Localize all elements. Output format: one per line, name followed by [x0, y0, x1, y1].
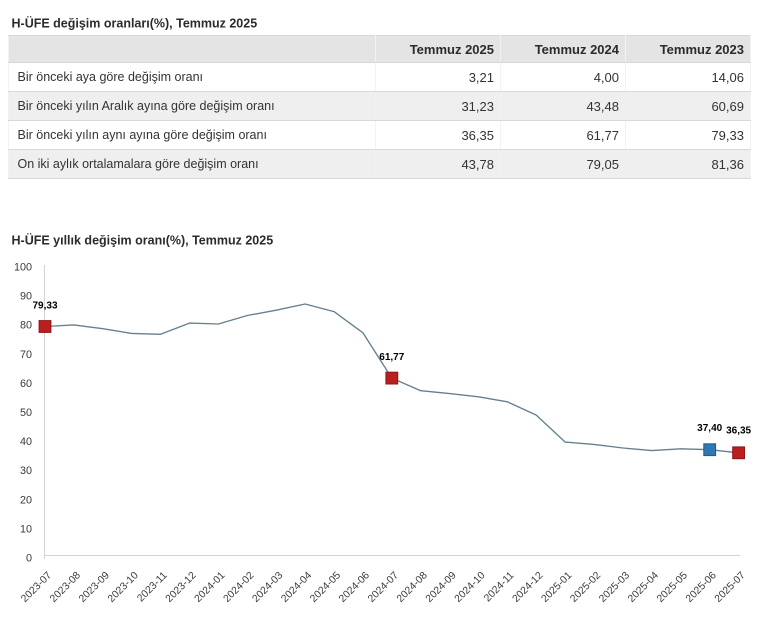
- svg-text:37,40: 37,40: [697, 423, 722, 434]
- svg-text:2024-03: 2024-03: [251, 570, 286, 605]
- svg-text:30: 30: [20, 465, 32, 477]
- svg-text:50: 50: [20, 407, 32, 419]
- svg-text:2024-12: 2024-12: [511, 570, 546, 605]
- svg-text:80: 80: [20, 320, 32, 332]
- svg-text:2024-04: 2024-04: [279, 570, 314, 605]
- svg-text:2024-09: 2024-09: [424, 570, 459, 605]
- svg-text:40: 40: [20, 436, 32, 448]
- svg-text:2025-01: 2025-01: [540, 570, 575, 605]
- svg-text:2023-09: 2023-09: [77, 570, 112, 605]
- svg-text:2025-07: 2025-07: [713, 570, 748, 605]
- svg-text:2023-12: 2023-12: [164, 570, 199, 605]
- svg-text:2024-08: 2024-08: [395, 570, 430, 605]
- svg-text:79,33: 79,33: [32, 301, 57, 312]
- svg-text:2024-07: 2024-07: [366, 570, 401, 605]
- svg-text:2024-01: 2024-01: [193, 570, 228, 605]
- svg-text:2024-02: 2024-02: [222, 570, 257, 605]
- svg-text:2024-10: 2024-10: [453, 570, 488, 605]
- svg-text:0: 0: [26, 553, 32, 565]
- svg-text:2025-06: 2025-06: [684, 570, 719, 605]
- svg-text:100: 100: [14, 261, 32, 273]
- svg-text:90: 90: [20, 291, 32, 303]
- svg-text:60: 60: [20, 378, 32, 390]
- svg-text:10: 10: [20, 524, 32, 536]
- svg-text:2024-06: 2024-06: [337, 570, 372, 605]
- svg-text:2023-08: 2023-08: [48, 570, 83, 605]
- svg-text:2025-02: 2025-02: [568, 570, 603, 605]
- svg-text:H-ÜFE yıllık değişim oranı(%),: H-ÜFE yıllık değişim oranı(%), Temmuz 20…: [12, 232, 274, 247]
- svg-text:20: 20: [20, 494, 32, 506]
- svg-text:2023-10: 2023-10: [106, 570, 141, 605]
- svg-text:36,35: 36,35: [726, 426, 751, 437]
- svg-text:H-ÜFE değişim oranları(%), Tem: H-ÜFE değişim oranları(%), Temmuz 2025: [12, 15, 258, 30]
- svg-text:2024-05: 2024-05: [308, 570, 343, 605]
- svg-text:2025-04: 2025-04: [626, 570, 661, 605]
- svg-text:70: 70: [20, 349, 32, 361]
- svg-text:2025-05: 2025-05: [655, 570, 690, 605]
- svg-text:61,77: 61,77: [379, 352, 404, 363]
- svg-text:2025-03: 2025-03: [597, 570, 632, 605]
- svg-text:2023-07: 2023-07: [19, 570, 54, 605]
